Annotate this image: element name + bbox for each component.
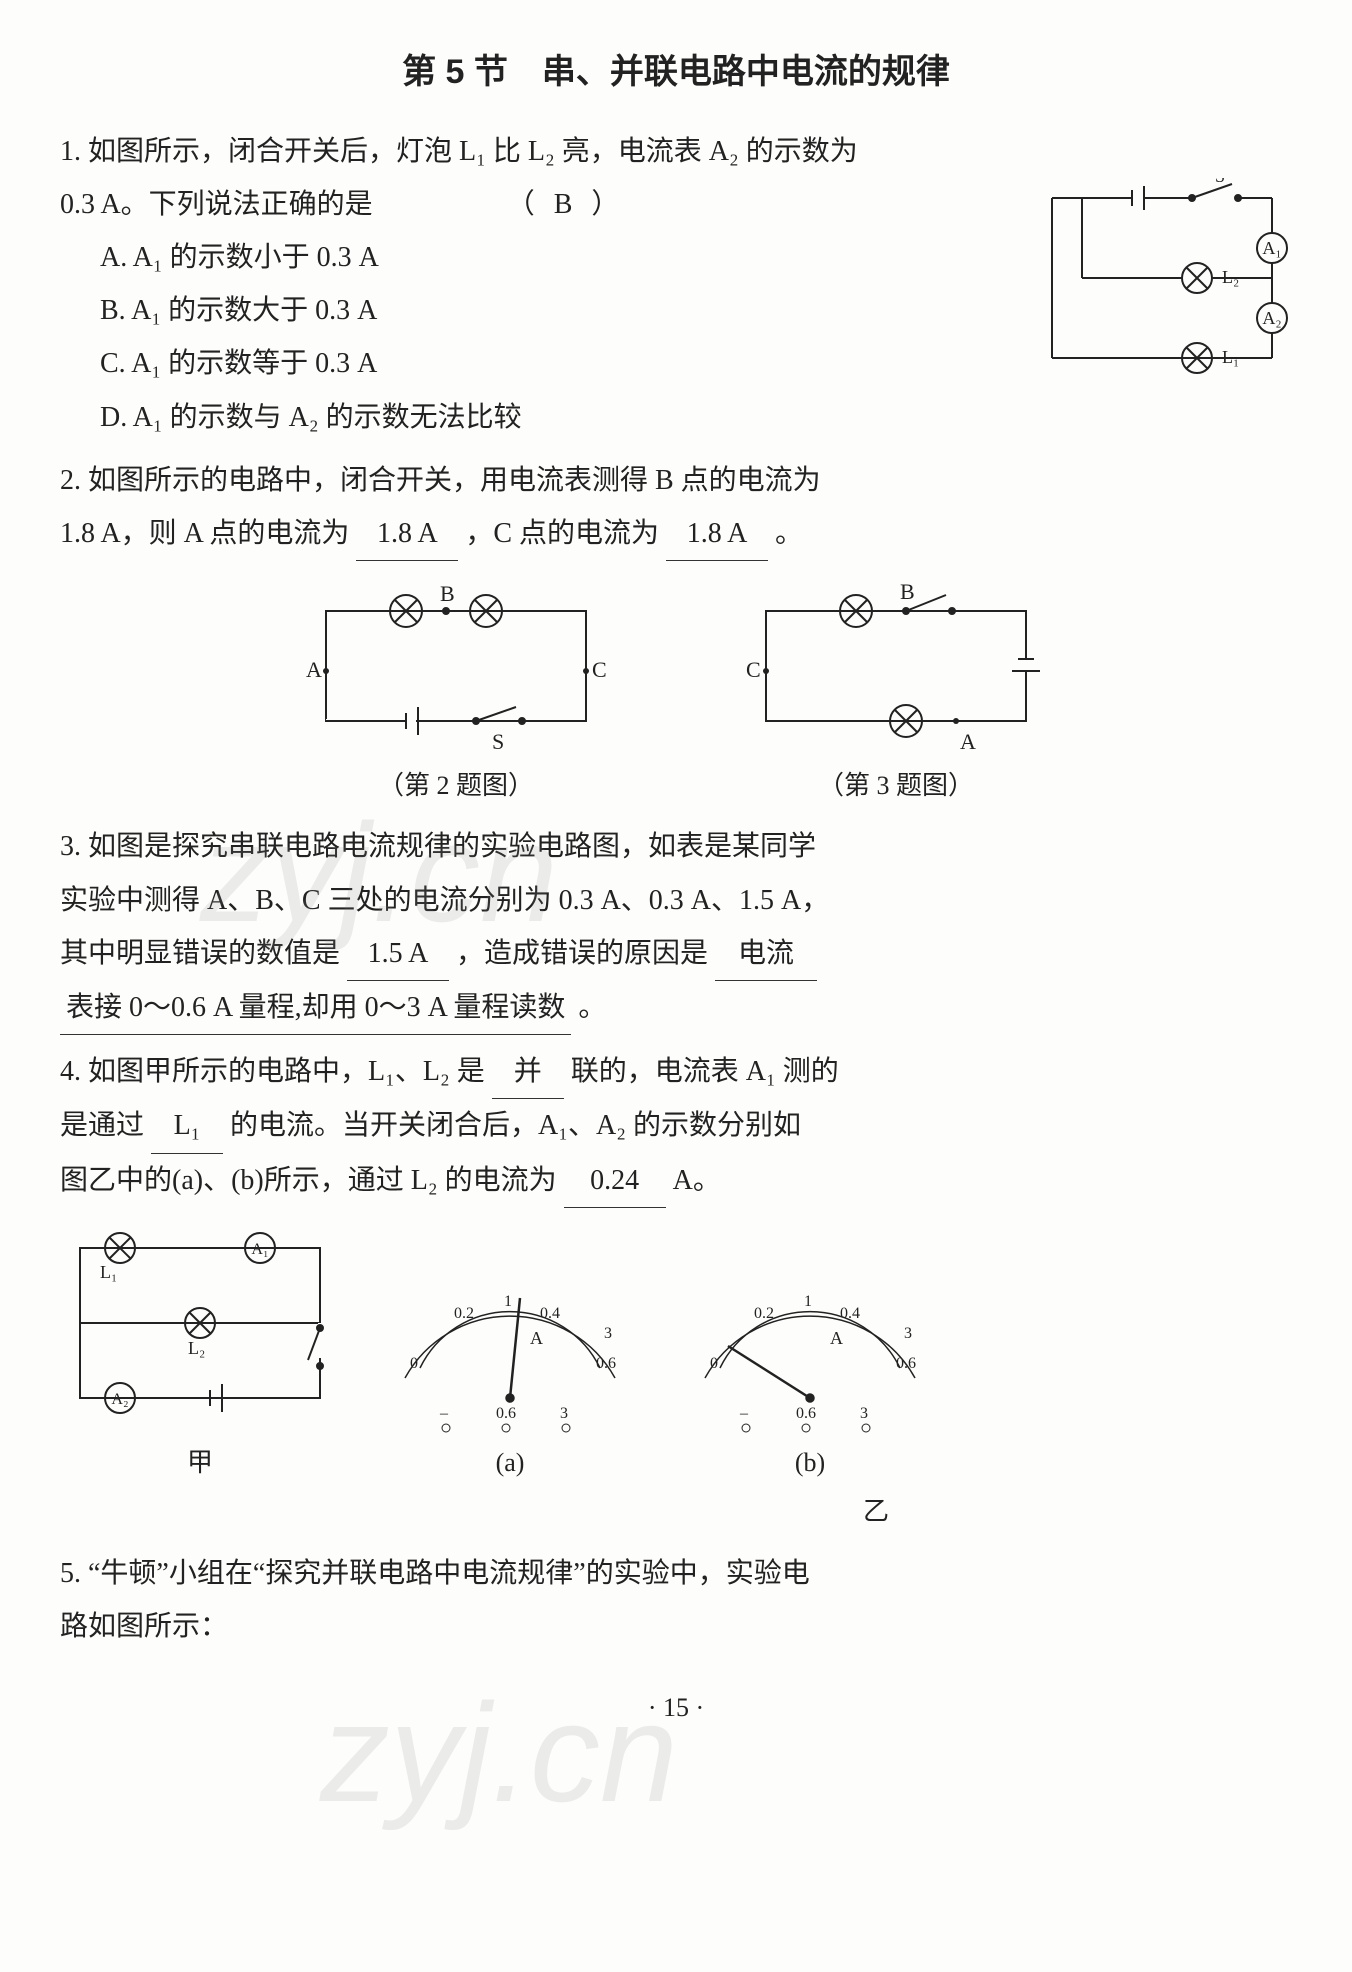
q2-caption: （第 2 题图） bbox=[296, 761, 616, 810]
q4-caption-yi: 乙 bbox=[460, 1487, 1292, 1536]
question-5: 5. “牛顿”小组在“探究并联电路中电流规律”的实验中，实验电 路如图所示： bbox=[60, 1547, 1292, 1653]
watermark-2: zyj.cn bbox=[320, 1620, 678, 1886]
q3-blank-2: 电流 bbox=[715, 927, 817, 981]
q3-line4: 。 bbox=[578, 992, 606, 1023]
q2-label-C: C bbox=[592, 657, 607, 682]
q2-figure: A B C S （第 2 题图） bbox=[296, 581, 616, 810]
q4-caption-a: (a) bbox=[380, 1438, 640, 1487]
svg-text:–: – bbox=[439, 1405, 449, 1422]
svg-text:3: 3 bbox=[560, 1405, 568, 1422]
q1-opt-d: D. A₁ 的示数与 A₂ 的示数无法比较 bbox=[100, 391, 1292, 444]
q2-blank-1: 1.8 A bbox=[356, 507, 458, 561]
q3-figure: B C A （第 3 题图） bbox=[736, 581, 1056, 810]
q2-q3-figure-row: A B C S （第 2 题图） bbox=[60, 581, 1292, 810]
svg-text:A₂: A₂ bbox=[1262, 308, 1281, 328]
svg-text:3: 3 bbox=[604, 1325, 612, 1342]
q3-line3a: 其中明显错误的数值是 bbox=[60, 938, 340, 969]
page-number: · 15 · bbox=[60, 1683, 1292, 1732]
q2-line1: 2. 如图所示的电路中，闭合开关，用电流表测得 B 点的电流为 bbox=[60, 454, 1292, 507]
svg-text:0.6: 0.6 bbox=[496, 1405, 516, 1422]
svg-text:0.2: 0.2 bbox=[754, 1305, 774, 1322]
q1-answer: B bbox=[542, 189, 585, 220]
question-1: 1. 如图所示，闭合开关后，灯泡 L₁ 比 L₂ 亮，电流表 A₂ 的示数为 A… bbox=[60, 125, 1292, 444]
q4-line2b: 的电流。当开关闭合后，A₁、A₂ 的示数分别如 bbox=[230, 1110, 801, 1141]
q4-blank-3: 0.24 bbox=[564, 1154, 666, 1208]
q1-line2: 0.3 A。下列说法正确的是 bbox=[60, 189, 373, 220]
q4-line2a: 是通过 bbox=[60, 1110, 144, 1141]
svg-text:0.2: 0.2 bbox=[454, 1305, 474, 1322]
q4-label-L2: L₂ bbox=[188, 1338, 205, 1358]
q4-line1a: 4. 如图甲所示的电路中，L₁、L₂ 是 bbox=[60, 1056, 485, 1087]
q4-blank-2: L₁ bbox=[151, 1099, 223, 1153]
section-title: 第 5 节 串、并联电路中电流的规律 bbox=[60, 40, 1292, 105]
svg-text:0.6: 0.6 bbox=[896, 1355, 916, 1372]
svg-text:A₂: A₂ bbox=[111, 1391, 128, 1408]
q3-line1: 3. 如图是探究串联电路电流规律的实验电路图，如表是某同学 bbox=[60, 820, 1292, 873]
svg-text:A₁: A₁ bbox=[1262, 238, 1281, 258]
q3-line3b: ，造成错误的原因是 bbox=[456, 938, 708, 969]
q1-label-S: S bbox=[1215, 178, 1225, 186]
q4-meter-a: 0 0.2 1 0.4 3 0.6 A – 0.6 3 (a) bbox=[380, 1268, 640, 1487]
q4-meter-b: 0 0.2 1 0.4 3 0.6 A – 0.6 3 (b) bbox=[680, 1268, 940, 1487]
q1-label-L1: L₁ bbox=[1222, 347, 1239, 367]
q4-line1b: 联的，电流表 A₁ 测的 bbox=[571, 1056, 839, 1087]
q2-label-B: B bbox=[440, 581, 455, 606]
q3-label-B: B bbox=[900, 581, 915, 604]
q2-line2b: ，C 点的电流为 bbox=[465, 518, 659, 549]
q3-blank-1: 1.5 A bbox=[347, 927, 449, 981]
q4-caption-b: (b) bbox=[680, 1438, 940, 1487]
svg-text:–: – bbox=[739, 1405, 749, 1422]
svg-text:3: 3 bbox=[904, 1325, 912, 1342]
svg-text:0: 0 bbox=[410, 1355, 418, 1372]
svg-text:A: A bbox=[830, 1328, 843, 1348]
svg-text:1: 1 bbox=[804, 1293, 812, 1310]
q1-label-L2: L₂ bbox=[1222, 267, 1239, 287]
q4-line3b: A。 bbox=[673, 1165, 721, 1196]
question-2: 2. 如图所示的电路中，闭合开关，用电流表测得 B 点的电流为 1.8 A，则 … bbox=[60, 454, 1292, 561]
q4-circuit-jia: A₁ A₂ L₁ L₂ 甲 bbox=[60, 1228, 340, 1487]
q4-caption-jia: 甲 bbox=[60, 1438, 340, 1487]
q4-label-L1: L₁ bbox=[100, 1262, 117, 1282]
svg-text:1: 1 bbox=[504, 1293, 512, 1310]
svg-text:0.4: 0.4 bbox=[840, 1305, 860, 1322]
q3-label-A: A bbox=[960, 729, 976, 754]
q5-line1: 5. “牛顿”小组在“探究并联电路中电流规律”的实验中，实验电 bbox=[60, 1547, 1292, 1600]
q1-paren-r: ） bbox=[591, 189, 619, 220]
svg-text:A₁: A₁ bbox=[251, 1241, 268, 1258]
question-4: 4. 如图甲所示的电路中，L₁、L₂ 是 并 联的，电流表 A₁ 测的 是通过 … bbox=[60, 1045, 1292, 1536]
svg-text:0.4: 0.4 bbox=[540, 1305, 560, 1322]
q2-line2c: 。 bbox=[775, 518, 803, 549]
q4-line3a: 图乙中的(a)、(b)所示，通过 L₂ 的电流为 bbox=[60, 1165, 557, 1196]
q2-line2a: 1.8 A，则 A 点的电流为 bbox=[60, 518, 349, 549]
q3-label-C: C bbox=[746, 657, 761, 682]
q2-label-S: S bbox=[492, 729, 504, 754]
q2-blank-2: 1.8 A bbox=[666, 507, 768, 561]
q5-line2: 路如图所示： bbox=[60, 1600, 1292, 1653]
question-3: 3. 如图是探究串联电路电流规律的实验电路图，如表是某同学 实验中测得 A、B、… bbox=[60, 820, 1292, 1035]
svg-text:A: A bbox=[530, 1328, 543, 1348]
q1-paren-l: （ bbox=[507, 189, 535, 220]
svg-text:0.6: 0.6 bbox=[796, 1405, 816, 1422]
svg-text:3: 3 bbox=[860, 1405, 868, 1422]
q1-line1: 1. 如图所示，闭合开关后，灯泡 L₁ 比 L₂ 亮，电流表 A₂ 的示数为 bbox=[60, 125, 1292, 178]
q3-line2: 实验中测得 A、B、C 三处的电流分别为 0.3 A、0.3 A、1.5 A， bbox=[60, 874, 1292, 927]
svg-text:0.6: 0.6 bbox=[596, 1355, 616, 1372]
q3-blank-2b: 表接 0～0.6 A 量程,却用 0～3 A 量程读数 bbox=[60, 981, 571, 1035]
q2-label-A: A bbox=[306, 657, 322, 682]
q3-caption: （第 3 题图） bbox=[736, 761, 1056, 810]
q1-circuit-figure: A₁ A₂ S L₂ L₁ bbox=[1032, 178, 1292, 378]
q4-blank-1: 并 bbox=[492, 1045, 564, 1099]
svg-text:0: 0 bbox=[710, 1355, 718, 1372]
